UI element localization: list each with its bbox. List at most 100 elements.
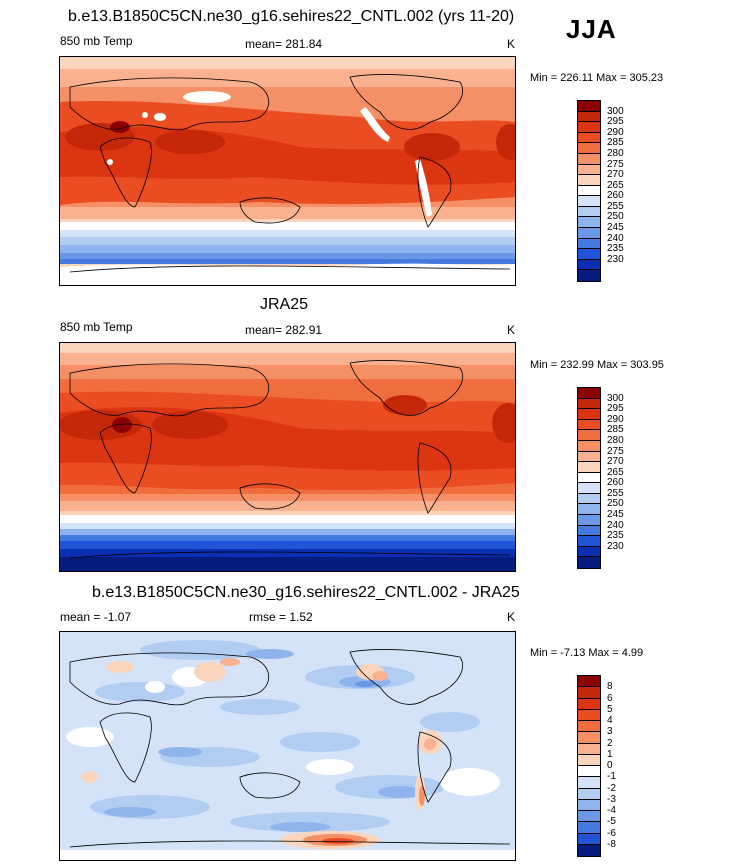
colorbar-tick-label: 3: [607, 726, 613, 738]
colorbar-box: [578, 777, 600, 789]
colorbar-box: [578, 709, 600, 721]
season-label: JJA: [566, 14, 617, 44]
colorbar-tick-label: 265: [607, 179, 624, 191]
colorbar-box: [578, 122, 600, 133]
colorbar-box: [578, 799, 600, 811]
colorbar-tick-label: 250: [607, 211, 624, 223]
colorbar-tick-label: 290: [607, 126, 624, 138]
colorbar-box: [578, 483, 600, 494]
colorbar-box: [578, 721, 600, 733]
panel-1-map-plot: [60, 57, 515, 285]
colorbar-box: [578, 525, 600, 537]
colorbar-tick-label: 260: [607, 190, 624, 202]
colorbar-tick-label: 255: [607, 487, 624, 499]
colorbar-tick-label: 1: [607, 748, 613, 760]
colorbar-tick-label: 255: [607, 200, 624, 212]
colorbar-box: [578, 557, 600, 568]
panel-2-map-plot: [60, 343, 515, 571]
colorbar-tick-label: 285: [607, 137, 624, 149]
colorbar-tick-label: 235: [607, 243, 624, 255]
colorbar-box: [578, 132, 600, 144]
colorbar-box: [578, 788, 600, 800]
colorbar-tick-label: -2: [607, 782, 616, 794]
panel-1-map: [59, 56, 516, 286]
colorbar-tick-label: 295: [607, 116, 624, 128]
colorbar-box: [578, 164, 600, 176]
colorbar-box: [578, 493, 600, 505]
colorbar-tick-label: 275: [607, 445, 624, 457]
colorbar-box: [578, 206, 600, 218]
panel-1-mean: mean= 281.84: [245, 37, 323, 51]
colorbar-box: [578, 238, 600, 250]
panel-3-title: b.e13.B1850C5CN.ne30_g16.sehires22_CNTL.…: [92, 584, 520, 601]
colorbar-box: [578, 743, 600, 755]
colorbar-tick-label: 300: [607, 105, 624, 117]
panel-1-title: b.e13.B1850C5CN.ne30_g16.sehires22_CNTL.…: [68, 8, 515, 25]
colorbar-box: [578, 504, 600, 516]
colorbar-box: [578, 515, 600, 526]
colorbar-box: [578, 143, 600, 154]
colorbar-box: [578, 440, 600, 452]
panel-3-units: K: [507, 610, 516, 624]
colorbar-tick-label: 260: [607, 477, 624, 489]
colorbar-tick-label: 245: [607, 509, 624, 521]
colorbar-tick-label: 8: [607, 681, 613, 693]
colorbar-tick-label: -1: [607, 771, 616, 783]
colorbar-box: [578, 766, 600, 778]
panel-2-units: K: [507, 323, 516, 337]
colorbar-box: [578, 811, 600, 823]
panel-3-mean: mean = -1.07: [60, 610, 132, 624]
colorbar-tick-label: 2: [607, 737, 613, 749]
colorbar-tick-label: 300: [607, 392, 624, 404]
panel-2-left-label: 850 mb Temp: [60, 320, 133, 334]
colorbar-box: [578, 546, 600, 558]
colorbar-tick-label: 240: [607, 232, 624, 244]
colorbar-tick-label: 230: [607, 253, 624, 265]
panel-3-colorbar: [577, 675, 601, 857]
panel-1-left-label: 850 mb Temp: [60, 34, 133, 48]
colorbar-box: [578, 472, 600, 484]
colorbar-tick-label: 280: [607, 147, 624, 159]
colorbar-box: [578, 101, 600, 112]
panel-2-minmax: Min = 232.99 Max = 303.95: [530, 359, 664, 371]
colorbar-tick-label: 265: [607, 466, 624, 478]
colorbar-tick-label: -8: [607, 838, 616, 850]
colorbar-box: [578, 676, 600, 688]
colorbar-tick-label: 230: [607, 540, 624, 552]
colorbar-box: [578, 451, 600, 463]
colorbar-box: [578, 698, 600, 710]
colorbar-tick-label: -4: [607, 805, 616, 816]
colorbar-box: [578, 398, 600, 410]
colorbar-tick-label: 270: [607, 456, 624, 468]
colorbar-box: [578, 844, 600, 856]
colorbar-box: [578, 687, 600, 699]
colorbar-box: [578, 259, 600, 271]
panel-3-minmax: Min = -7.13 Max = 4.99: [530, 647, 644, 659]
panel-1-colorbar: [577, 100, 601, 282]
colorbar-box: [578, 196, 600, 207]
colorbar-tick-label: 0: [607, 760, 613, 771]
colorbar-tick-label: 250: [607, 498, 624, 510]
colorbar-tick-label: -6: [607, 827, 616, 839]
colorbar-box: [578, 270, 600, 281]
panel-2-map: [59, 342, 516, 572]
panel-1-minmax: Min = 226.11 Max = 305.23: [530, 72, 664, 84]
colorbar-box: [578, 462, 600, 473]
colorbar-box: [578, 430, 600, 441]
colorbar-box: [578, 409, 600, 420]
colorbar-box: [578, 175, 600, 186]
panel-3-map: [59, 631, 516, 861]
panel-1-units: K: [507, 37, 516, 51]
colorbar-box: [578, 111, 600, 123]
colorbar-box: [578, 833, 600, 845]
panel-2-colorbar: [577, 387, 601, 569]
colorbar-box: [578, 732, 600, 744]
panel-2-mean: mean= 282.91: [245, 323, 323, 337]
colorbar-tick-label: 285: [607, 424, 624, 436]
colorbar-tick-label: 275: [607, 158, 624, 170]
colorbar-tick-label: -3: [607, 793, 616, 805]
colorbar-box: [578, 185, 600, 197]
panel-2-title: JRA25: [260, 296, 309, 313]
colorbar-tick-label: 270: [607, 169, 624, 181]
panel-3-rmse: rmse = 1.52: [249, 610, 313, 624]
